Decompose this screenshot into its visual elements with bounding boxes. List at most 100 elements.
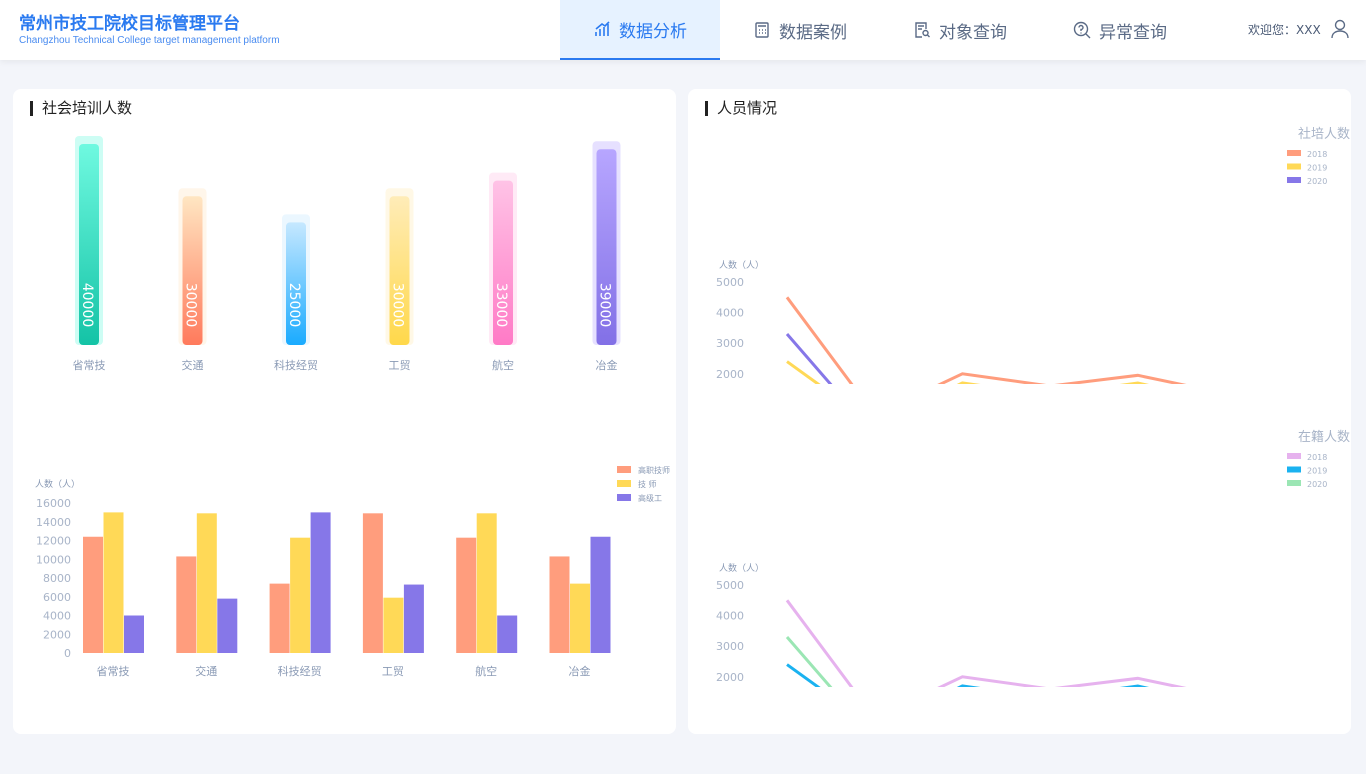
tab-label: 数据案例 bbox=[779, 22, 847, 43]
x-tick-label: 工贸 bbox=[382, 665, 404, 678]
y-tick-label: 4000 bbox=[716, 610, 744, 623]
x-tick-label: 航空 bbox=[475, 664, 497, 678]
tab-label: 异常查询 bbox=[1099, 22, 1167, 43]
bar bbox=[362, 513, 383, 653]
data-label: 30000 bbox=[390, 283, 406, 328]
bar bbox=[383, 597, 404, 653]
x-tick-label: 工贸 bbox=[389, 359, 411, 372]
bar bbox=[290, 537, 311, 653]
calculator-icon bbox=[755, 22, 769, 38]
series-line bbox=[785, 636, 833, 687]
welcome-text: 欢迎您：XXX bbox=[1248, 23, 1321, 37]
y-tick-label: 5000 bbox=[716, 579, 744, 592]
tab-data-analysis[interactable]: 数据分析 bbox=[560, 0, 720, 60]
tab-data-cases[interactable]: 数据案例 bbox=[720, 0, 880, 60]
app-subtitle: Changzhou Technical College target manag… bbox=[19, 35, 280, 46]
legend-label: 2019 bbox=[1307, 164, 1327, 173]
panel-title: 人员情况 bbox=[705, 101, 777, 116]
y-tick-label: 5000 bbox=[716, 276, 744, 289]
legend-swatch bbox=[1287, 466, 1301, 473]
legend-label: 2020 bbox=[1307, 177, 1327, 186]
data-label: 39000 bbox=[597, 283, 613, 328]
y-tick-label: 3000 bbox=[716, 640, 744, 653]
y-axis-label: 人数（人） bbox=[719, 259, 764, 271]
y-tick-label: 10000 bbox=[36, 553, 71, 566]
x-tick-label: 省常技 bbox=[73, 359, 106, 372]
bar bbox=[196, 513, 217, 653]
enrolled-line-chart: 在籍人数201820192020人数（人）0100020003000400050… bbox=[716, 429, 1350, 687]
question-search-icon bbox=[1073, 21, 1091, 39]
legend-swatch bbox=[1287, 150, 1301, 156]
y-tick-label: 2000 bbox=[43, 628, 71, 641]
chart-title: 社培人数 bbox=[1298, 126, 1350, 142]
y-tick-label: 4000 bbox=[43, 610, 71, 623]
bar bbox=[389, 196, 410, 345]
bar bbox=[456, 537, 477, 653]
header: 常州市技工院校目标管理平台 Changzhou Technical Colleg… bbox=[0, 0, 1366, 60]
x-tick-label: 航空 bbox=[492, 358, 514, 372]
x-tick-label: 冶金 bbox=[569, 664, 591, 678]
x-tick-label: 科技经贸 bbox=[278, 664, 322, 678]
legend-label: 高级工 bbox=[638, 493, 662, 503]
bar bbox=[83, 536, 103, 653]
legend-swatch bbox=[617, 494, 631, 501]
bar bbox=[176, 556, 197, 653]
legend-swatch bbox=[1287, 163, 1301, 170]
bar-chart-icon bbox=[595, 21, 610, 36]
bar bbox=[124, 615, 144, 653]
bar bbox=[182, 196, 203, 345]
y-tick-label: 16000 bbox=[36, 497, 71, 510]
y-tick-label: 8000 bbox=[43, 572, 71, 585]
y-tick-label: 14000 bbox=[36, 516, 71, 529]
legend-swatch bbox=[1287, 480, 1301, 486]
series-line bbox=[785, 296, 1187, 384]
y-tick-label: 0 bbox=[64, 647, 71, 660]
bar bbox=[79, 144, 99, 345]
y-axis-label: 人数（人） bbox=[719, 562, 764, 574]
data-label: 40000 bbox=[79, 283, 95, 328]
tab-label: 对象查询 bbox=[939, 22, 1007, 43]
y-tick-label: 2000 bbox=[716, 671, 744, 684]
tab-anomaly-query[interactable]: 异常查询 bbox=[1040, 0, 1200, 60]
bar bbox=[103, 512, 124, 653]
bar bbox=[269, 583, 290, 653]
chart-title: 在籍人数 bbox=[1298, 429, 1350, 445]
bar bbox=[590, 536, 611, 653]
y-tick-label: 2000 bbox=[716, 368, 744, 381]
legend-swatch bbox=[617, 466, 631, 473]
bar bbox=[493, 180, 513, 345]
legend-label: 高职技师 bbox=[638, 465, 670, 475]
series-line bbox=[785, 333, 833, 384]
x-tick-label: 冶金 bbox=[596, 358, 618, 372]
tab-label: 数据分析 bbox=[619, 21, 687, 42]
legend-label: 2018 bbox=[1307, 453, 1327, 462]
data-label: 25000 bbox=[286, 283, 302, 328]
x-tick-label: 交通 bbox=[182, 358, 204, 372]
bar bbox=[570, 583, 590, 653]
y-tick-label: 12000 bbox=[36, 535, 71, 548]
bar bbox=[476, 513, 497, 653]
legend-label: 2019 bbox=[1307, 467, 1327, 476]
user-icon[interactable] bbox=[1330, 19, 1350, 39]
bar bbox=[403, 584, 424, 653]
bar bbox=[310, 512, 331, 653]
bar bbox=[286, 222, 306, 345]
bar bbox=[549, 556, 570, 653]
bar bbox=[596, 149, 617, 345]
legend-label: 技 师 bbox=[638, 479, 657, 489]
tab-object-query[interactable]: 对象查询 bbox=[880, 0, 1040, 60]
y-tick-label: 6000 bbox=[43, 591, 71, 604]
personnel-panel: 人员情况 社培人数201820192020人数（人）01000200030004… bbox=[688, 89, 1351, 734]
y-axis-label: 人数（人） bbox=[35, 478, 80, 490]
legend-label: 2020 bbox=[1307, 480, 1327, 489]
app-title: 常州市技工院校目标管理平台 bbox=[19, 14, 240, 34]
legend-label: 2018 bbox=[1307, 150, 1327, 159]
y-tick-label: 4000 bbox=[716, 307, 744, 320]
data-label: 30000 bbox=[183, 283, 199, 328]
capsule-bar-chart: 40000 省常技 30000 交通 25000 科技经贸 30000 工贸 33000 航空 39… bbox=[73, 136, 621, 372]
legend-swatch bbox=[1287, 177, 1301, 183]
x-tick-label: 科技经贸 bbox=[274, 358, 318, 372]
series-line bbox=[785, 599, 1187, 687]
data-label: 33000 bbox=[493, 283, 509, 328]
panel-title: 社会培训人数 bbox=[30, 101, 132, 116]
